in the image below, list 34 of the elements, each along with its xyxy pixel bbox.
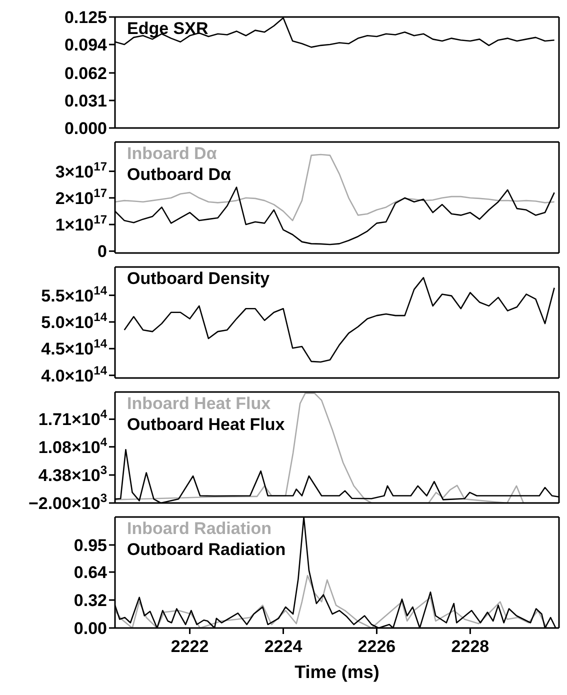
y-tick-label: 1.71×10$^{4}$ (38, 407, 108, 430)
series-label: Outboard Dα (127, 164, 231, 185)
x-tick-label: 2224 (264, 637, 303, 656)
y-tick-label: 0.00 (74, 619, 107, 638)
y-tick-label: 0 (98, 242, 107, 262)
y-tick-label: 4.38×10$^{3}$ (38, 463, 108, 486)
y-tick-label: 3×10$^{17}$ (55, 159, 108, 182)
y-tick-label: 5.0×10$^{14}$ (41, 310, 108, 332)
y-tick-label: 0.64 (74, 563, 108, 582)
y-tick-label: 4.5×10$^{14}$ (41, 336, 108, 359)
text: Inboard Dα (127, 143, 218, 164)
x-tick-label: 2226 (358, 637, 396, 656)
y-tick-label: 0.95 (74, 536, 107, 555)
y-tick-label: 0.32 (74, 591, 107, 610)
series-label: Outboard Radiation (127, 539, 286, 560)
x-tick-label: 2228 (451, 637, 490, 656)
y-tick-label: −2.00×10$^{3}$ (28, 491, 108, 513)
y-tick-label: 2×10$^{17}$ (55, 186, 108, 208)
series-label: Edge SXR (127, 18, 208, 39)
x-tick-label: 2222 (170, 637, 209, 656)
y-tick-label: 0.125 (64, 8, 107, 27)
y-tick-label: 4.0×10$^{14}$ (41, 363, 108, 386)
series-label: Outboard Density (127, 268, 270, 289)
y-tick-label: 0.062 (64, 64, 107, 83)
series-label: Inboard Heat Flux (127, 393, 272, 414)
text: Inboard Radiation (127, 518, 272, 539)
y-tick-label: 1.08×10$^{4}$ (38, 434, 108, 457)
y-tick-label: 0.000 (64, 119, 107, 138)
series-label: Outboard Heat Flux (127, 414, 285, 435)
y-tick-label: 1×10$^{17}$ (55, 212, 108, 235)
y-tick-label: 0.094 (64, 36, 108, 55)
y-tick-label: 0.031 (64, 91, 107, 110)
y-tick-label: 5.5×10$^{14}$ (41, 283, 108, 306)
x-axis-title: Time (ms) (294, 662, 380, 682)
